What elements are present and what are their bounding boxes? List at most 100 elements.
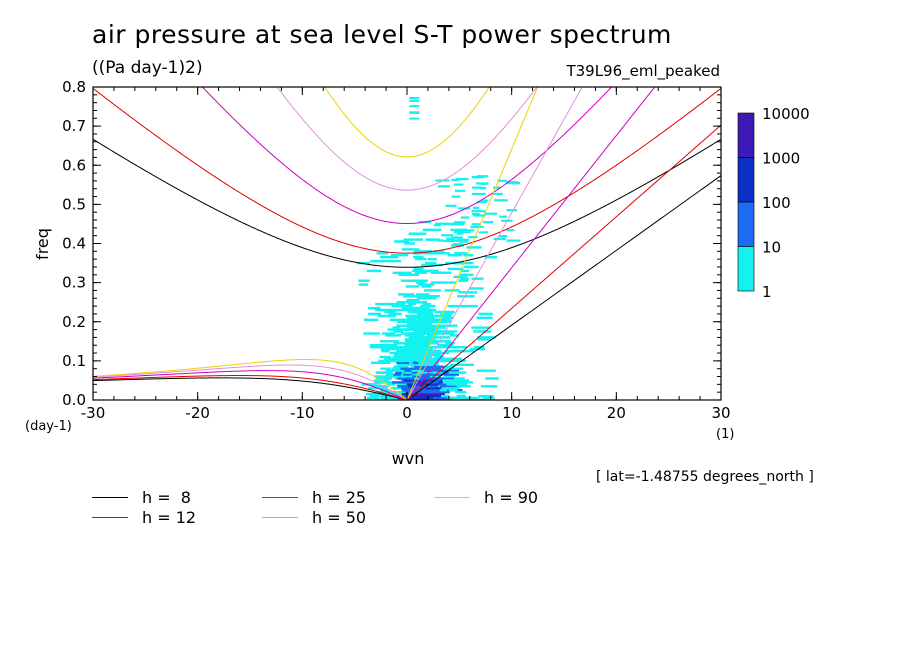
spectrum-cell: [469, 396, 480, 400]
spectrum-cell: [363, 318, 379, 321]
spectrum-cell: [428, 381, 442, 384]
spectrum-cell: [447, 396, 459, 400]
legend-swatch: [92, 517, 128, 518]
spectrum-cell: [368, 312, 381, 316]
spectrum-cell: [478, 231, 488, 234]
spectrum-cell: [438, 281, 457, 284]
y-axis-unit: (day-1): [25, 419, 72, 434]
spectrum-cell: [451, 359, 466, 363]
spectrum-cell: [458, 291, 478, 294]
spectrum-cell: [415, 257, 427, 261]
spectrum-cell: [365, 383, 378, 386]
spectrum-cell: [459, 277, 469, 280]
spectrum-cell: [427, 257, 437, 261]
spectrum-cell: [434, 355, 445, 359]
spectrum-cell: [477, 201, 487, 204]
spectrum-cell: [447, 267, 464, 271]
spectrum-cell: [454, 230, 471, 233]
spectrum-cell: [393, 351, 408, 355]
spectrum-cell: [405, 340, 417, 343]
spectrum-cell: [423, 357, 435, 361]
spectrum-cell: [429, 318, 441, 321]
spectrum-cell: [393, 330, 404, 333]
axes: -30 -20 -10 0 10 20 30 0.0 0.1 0.2 0.3 0.4 0.5 0.6 0.7…: [62, 78, 730, 422]
spectrum-cell: [401, 308, 413, 312]
spectrum-cell: [432, 371, 441, 374]
spectrum-cell: [370, 385, 389, 388]
spectrum-cell: [378, 359, 389, 363]
spectrum-cell: [427, 392, 445, 396]
spectrum-cell: [432, 320, 452, 323]
spectrum-cell: [399, 342, 412, 345]
spectrum-cell: [369, 344, 388, 347]
spectrum-cell: [409, 314, 421, 318]
spectrum-cell: [433, 357, 453, 361]
spectrum-cell: [448, 371, 463, 374]
spectrum-cell: [427, 383, 442, 386]
spectrum-cell: [403, 373, 413, 376]
spectrum-cell: [405, 285, 419, 288]
legend-item: h = 8: [92, 488, 191, 507]
kelvin-curve: [406, 175, 721, 400]
spectrum-cell: [454, 221, 466, 224]
rossby-curve: [93, 375, 408, 400]
x-tick-label: 0: [402, 404, 412, 422]
spectrum-cell: [471, 210, 486, 213]
inertia-gravity-curve: [201, 87, 613, 225]
spectrum-cell: [499, 215, 508, 218]
spectrum-cell: [408, 338, 422, 341]
spectrum-cell: [391, 387, 408, 390]
y-tick-label: 0.3: [62, 274, 86, 292]
colorbar-label: 1000: [762, 150, 800, 168]
spectrum-cell: [431, 346, 441, 349]
kelvin-curve: [406, 124, 721, 400]
spectrum-cell: [382, 392, 396, 396]
spectrum-cell: [409, 359, 421, 363]
spectrum-cell: [416, 320, 427, 323]
inertia-gravity-curve: [93, 138, 721, 268]
spectrum-cell: [413, 346, 423, 349]
chart-units: ((Pa day-1)2): [92, 58, 203, 78]
spectrum-cell: [413, 267, 424, 271]
spectrum-cell: [413, 256, 424, 259]
dispersion-curves: [93, 87, 721, 400]
spectrum-cell: [456, 394, 466, 398]
spectrum-cell: [404, 369, 416, 372]
colorbar-swatch: [737, 157, 755, 203]
chart-title: air pressure at sea level S-T power spec…: [92, 20, 672, 49]
spectrum-cell: [424, 320, 438, 323]
legend-label: h = 8: [142, 488, 191, 507]
spectrum-cell: [376, 377, 386, 380]
spectrum-cell: [404, 379, 414, 382]
spectrum-cell: [469, 287, 484, 290]
spectrum-cell: [407, 302, 417, 306]
spectrum-cell: [446, 237, 455, 240]
spectrum-cell: [441, 316, 454, 319]
spectrum-cell: [420, 338, 432, 341]
spectrum-cell: [432, 351, 450, 355]
spectrum-cell: [404, 273, 420, 276]
spectrum-cell: [481, 199, 489, 202]
spectrum-cell: [391, 367, 402, 370]
spectrum-cell: [376, 252, 389, 255]
x-axis-label: wvn: [392, 449, 425, 468]
spectrum-cell: [457, 295, 475, 298]
spectrum-cell: [427, 314, 443, 318]
spectrum-cell: [412, 375, 424, 378]
spectrum-cell: [406, 326, 419, 329]
spectrum-cell: [406, 301, 416, 304]
spectrum-cell: [433, 326, 446, 329]
spectrum-cell: [460, 273, 474, 276]
spectrum-cell: [441, 185, 449, 188]
spectrum-cell: [396, 346, 409, 349]
spectrum-cell: [455, 391, 467, 394]
spectrum-cell: [447, 346, 467, 349]
spectrum-cell: [403, 295, 412, 298]
spectrum-cell: [394, 369, 407, 372]
spectrum-cell: [417, 394, 427, 398]
spectrum-cell: [402, 353, 415, 357]
y-tick-label: 0.8: [62, 78, 86, 96]
spectrum-cell: [376, 371, 393, 374]
spectrum-cell: [415, 293, 430, 296]
spectrum-cell: [436, 318, 451, 321]
